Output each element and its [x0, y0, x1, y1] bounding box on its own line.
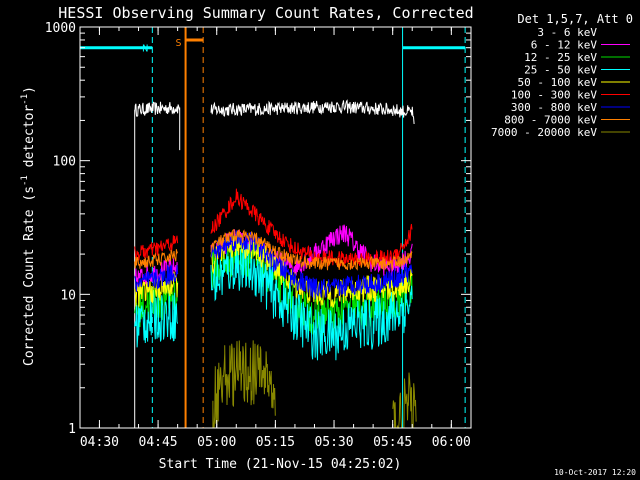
y-tick-label: 100: [53, 155, 76, 170]
series-line: [134, 249, 179, 269]
chart-title: HESSI Observing Summary Count Rates, Cor…: [58, 4, 473, 22]
series-300-800keV: [134, 230, 413, 300]
series-line: [134, 235, 179, 261]
y-tick-label: 10: [60, 288, 76, 303]
legend-entry-label: 6 - 12 keV: [531, 39, 598, 52]
series-line: [212, 340, 276, 429]
x-tick-label: 06:00: [432, 435, 471, 450]
y-tick-label: 1: [68, 422, 76, 437]
x-tick-label: 05:15: [256, 435, 295, 450]
legend-entry-label: 50 - 100 keV: [518, 76, 598, 89]
legend-entry-label: 100 - 300 keV: [511, 89, 597, 102]
night-label: N: [142, 44, 148, 55]
series-800-7000keV: [134, 229, 413, 271]
series-line: [134, 101, 181, 428]
series-line: [134, 264, 179, 292]
x-tick-label: 04:45: [139, 435, 178, 450]
series-line: [134, 271, 179, 307]
legend-entry-label: 3 - 6 keV: [537, 26, 597, 39]
series-line: [134, 289, 179, 348]
x-tick-label: 04:30: [80, 435, 119, 450]
x-axis: 04:30 04:45 05:00 05:15 05:30 05:45 06:00: [80, 27, 471, 450]
series-line: [210, 99, 415, 125]
legend-entry-label: 300 - 800 keV: [511, 101, 597, 114]
x-tick-label: 05:45: [373, 435, 412, 450]
legend-title: Det 1,5,7, Att 0: [517, 12, 633, 26]
x-tick-label: 05:30: [314, 435, 353, 450]
series-line: [210, 230, 413, 300]
legend-entry-label: 7000 - 20000 keV: [491, 126, 597, 139]
legend-entry-label: 12 - 25 keV: [524, 51, 597, 64]
y-tick-label: 1000: [45, 21, 76, 36]
footer-date: 10-Oct-2017 12:20: [554, 468, 636, 477]
x-axis-label: Start Time (21-Nov-15 04:25:02): [159, 457, 402, 472]
y-axis-label: Corrected Count Rate (s-1 detector-1): [20, 86, 37, 366]
legend-entry-label: 800 - 7000 keV: [504, 114, 597, 127]
saa-label: S: [176, 38, 182, 49]
x-tick-label: 05:00: [197, 435, 236, 450]
series-line: [210, 229, 413, 271]
y-axis: 1 10 100 1000: [45, 21, 471, 437]
series-3-6keV: [134, 99, 415, 428]
legend-entry-label: 25 - 50 keV: [524, 64, 597, 77]
